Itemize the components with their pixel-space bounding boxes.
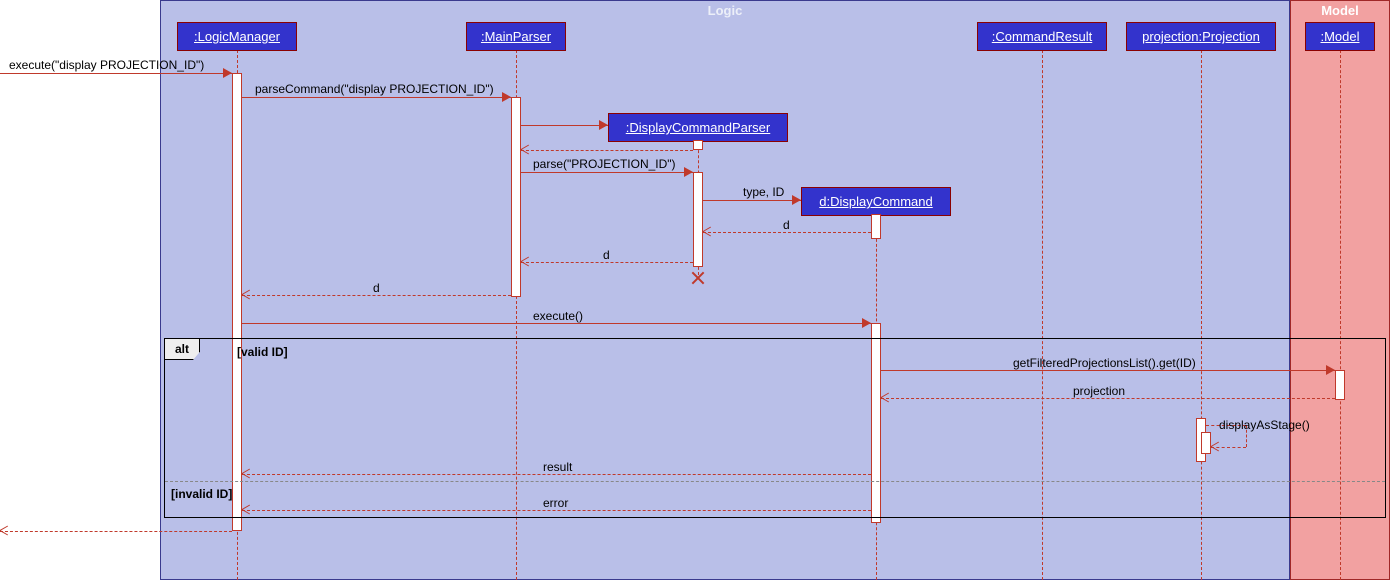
msg-return-dcp-create bbox=[521, 150, 693, 151]
participant-label: :MainParser bbox=[481, 29, 551, 44]
msg-label: execute() bbox=[530, 309, 586, 323]
selfmsg-bot bbox=[1211, 447, 1246, 448]
msg-return-error bbox=[242, 510, 871, 511]
participant-model: :Model bbox=[1305, 22, 1375, 51]
msg-label: projection bbox=[1070, 384, 1128, 398]
participant-label: projection:Projection bbox=[1142, 29, 1260, 44]
msg-return-out bbox=[0, 531, 232, 532]
msg-return-projection bbox=[881, 398, 1335, 399]
msg-label: result bbox=[540, 460, 575, 474]
msg-return-result bbox=[242, 474, 871, 475]
msg-label: d bbox=[370, 281, 383, 295]
arrowhead-icon bbox=[599, 120, 608, 130]
arrowhead-icon bbox=[502, 92, 511, 102]
participant-commandresult: :CommandResult bbox=[977, 22, 1107, 51]
msg-getfiltered bbox=[881, 370, 1335, 371]
participant-label: :CommandResult bbox=[992, 29, 1092, 44]
participant-mainparser: :MainParser bbox=[466, 22, 566, 51]
arrowhead-icon bbox=[792, 195, 801, 205]
alt-fragment: alt [valid ID] [invalid ID] bbox=[164, 338, 1386, 518]
msg-label: type, ID bbox=[740, 185, 787, 199]
alt-tag: alt bbox=[165, 339, 200, 360]
participant-label: :LogicManager bbox=[194, 29, 280, 44]
activation-dcp1 bbox=[693, 140, 703, 150]
activation-mp bbox=[511, 97, 521, 297]
msg-parsecommand bbox=[242, 97, 511, 98]
logic-frame-title: Logic bbox=[708, 3, 743, 18]
alt-divider bbox=[165, 481, 1385, 482]
msg-label: getFilteredProjectionsList().get(ID) bbox=[1010, 356, 1199, 370]
msg-label: displayAsStage() bbox=[1216, 418, 1313, 432]
arrowhead-icon bbox=[223, 68, 232, 78]
msg-execute-in bbox=[0, 73, 232, 74]
msg-execute-dc bbox=[242, 323, 871, 324]
msg-label: d bbox=[780, 218, 793, 232]
msg-typeid bbox=[703, 200, 801, 201]
participant-dc: d:DisplayCommand bbox=[801, 187, 951, 216]
activation-dc1 bbox=[871, 214, 881, 239]
alt-guard-valid: [valid ID] bbox=[237, 345, 288, 359]
arrowhead-icon bbox=[684, 167, 693, 177]
participant-projection: projection:Projection bbox=[1126, 22, 1276, 51]
activation-dcp2 bbox=[693, 172, 703, 267]
alt-guard-invalid: [invalid ID] bbox=[171, 487, 232, 501]
msg-label: parse("PROJECTION_ID") bbox=[530, 157, 679, 171]
msg-label: parseCommand("display PROJECTION_ID") bbox=[252, 82, 497, 96]
arrowhead-icon bbox=[862, 318, 871, 328]
msg-return-d2 bbox=[521, 262, 693, 263]
msg-create-dcp bbox=[521, 125, 608, 126]
msg-label: execute("display PROJECTION_ID") bbox=[6, 58, 207, 72]
msg-label: error bbox=[540, 496, 571, 510]
participant-label: :Model bbox=[1320, 29, 1359, 44]
msg-parse bbox=[521, 172, 693, 173]
destroy-icon: .destroy::before,.destroy::after{backgro… bbox=[690, 270, 706, 286]
msg-label: d bbox=[600, 248, 613, 262]
model-frame-title: Model bbox=[1321, 3, 1359, 18]
participant-label: d:DisplayCommand bbox=[819, 194, 932, 209]
participant-logicmanager: :LogicManager bbox=[177, 22, 297, 51]
participant-label: :DisplayCommandParser bbox=[626, 120, 771, 135]
msg-return-d3 bbox=[242, 295, 511, 296]
participant-dcp: :DisplayCommandParser bbox=[608, 113, 788, 142]
msg-return-d1 bbox=[703, 232, 871, 233]
arrowhead-icon bbox=[1326, 365, 1335, 375]
